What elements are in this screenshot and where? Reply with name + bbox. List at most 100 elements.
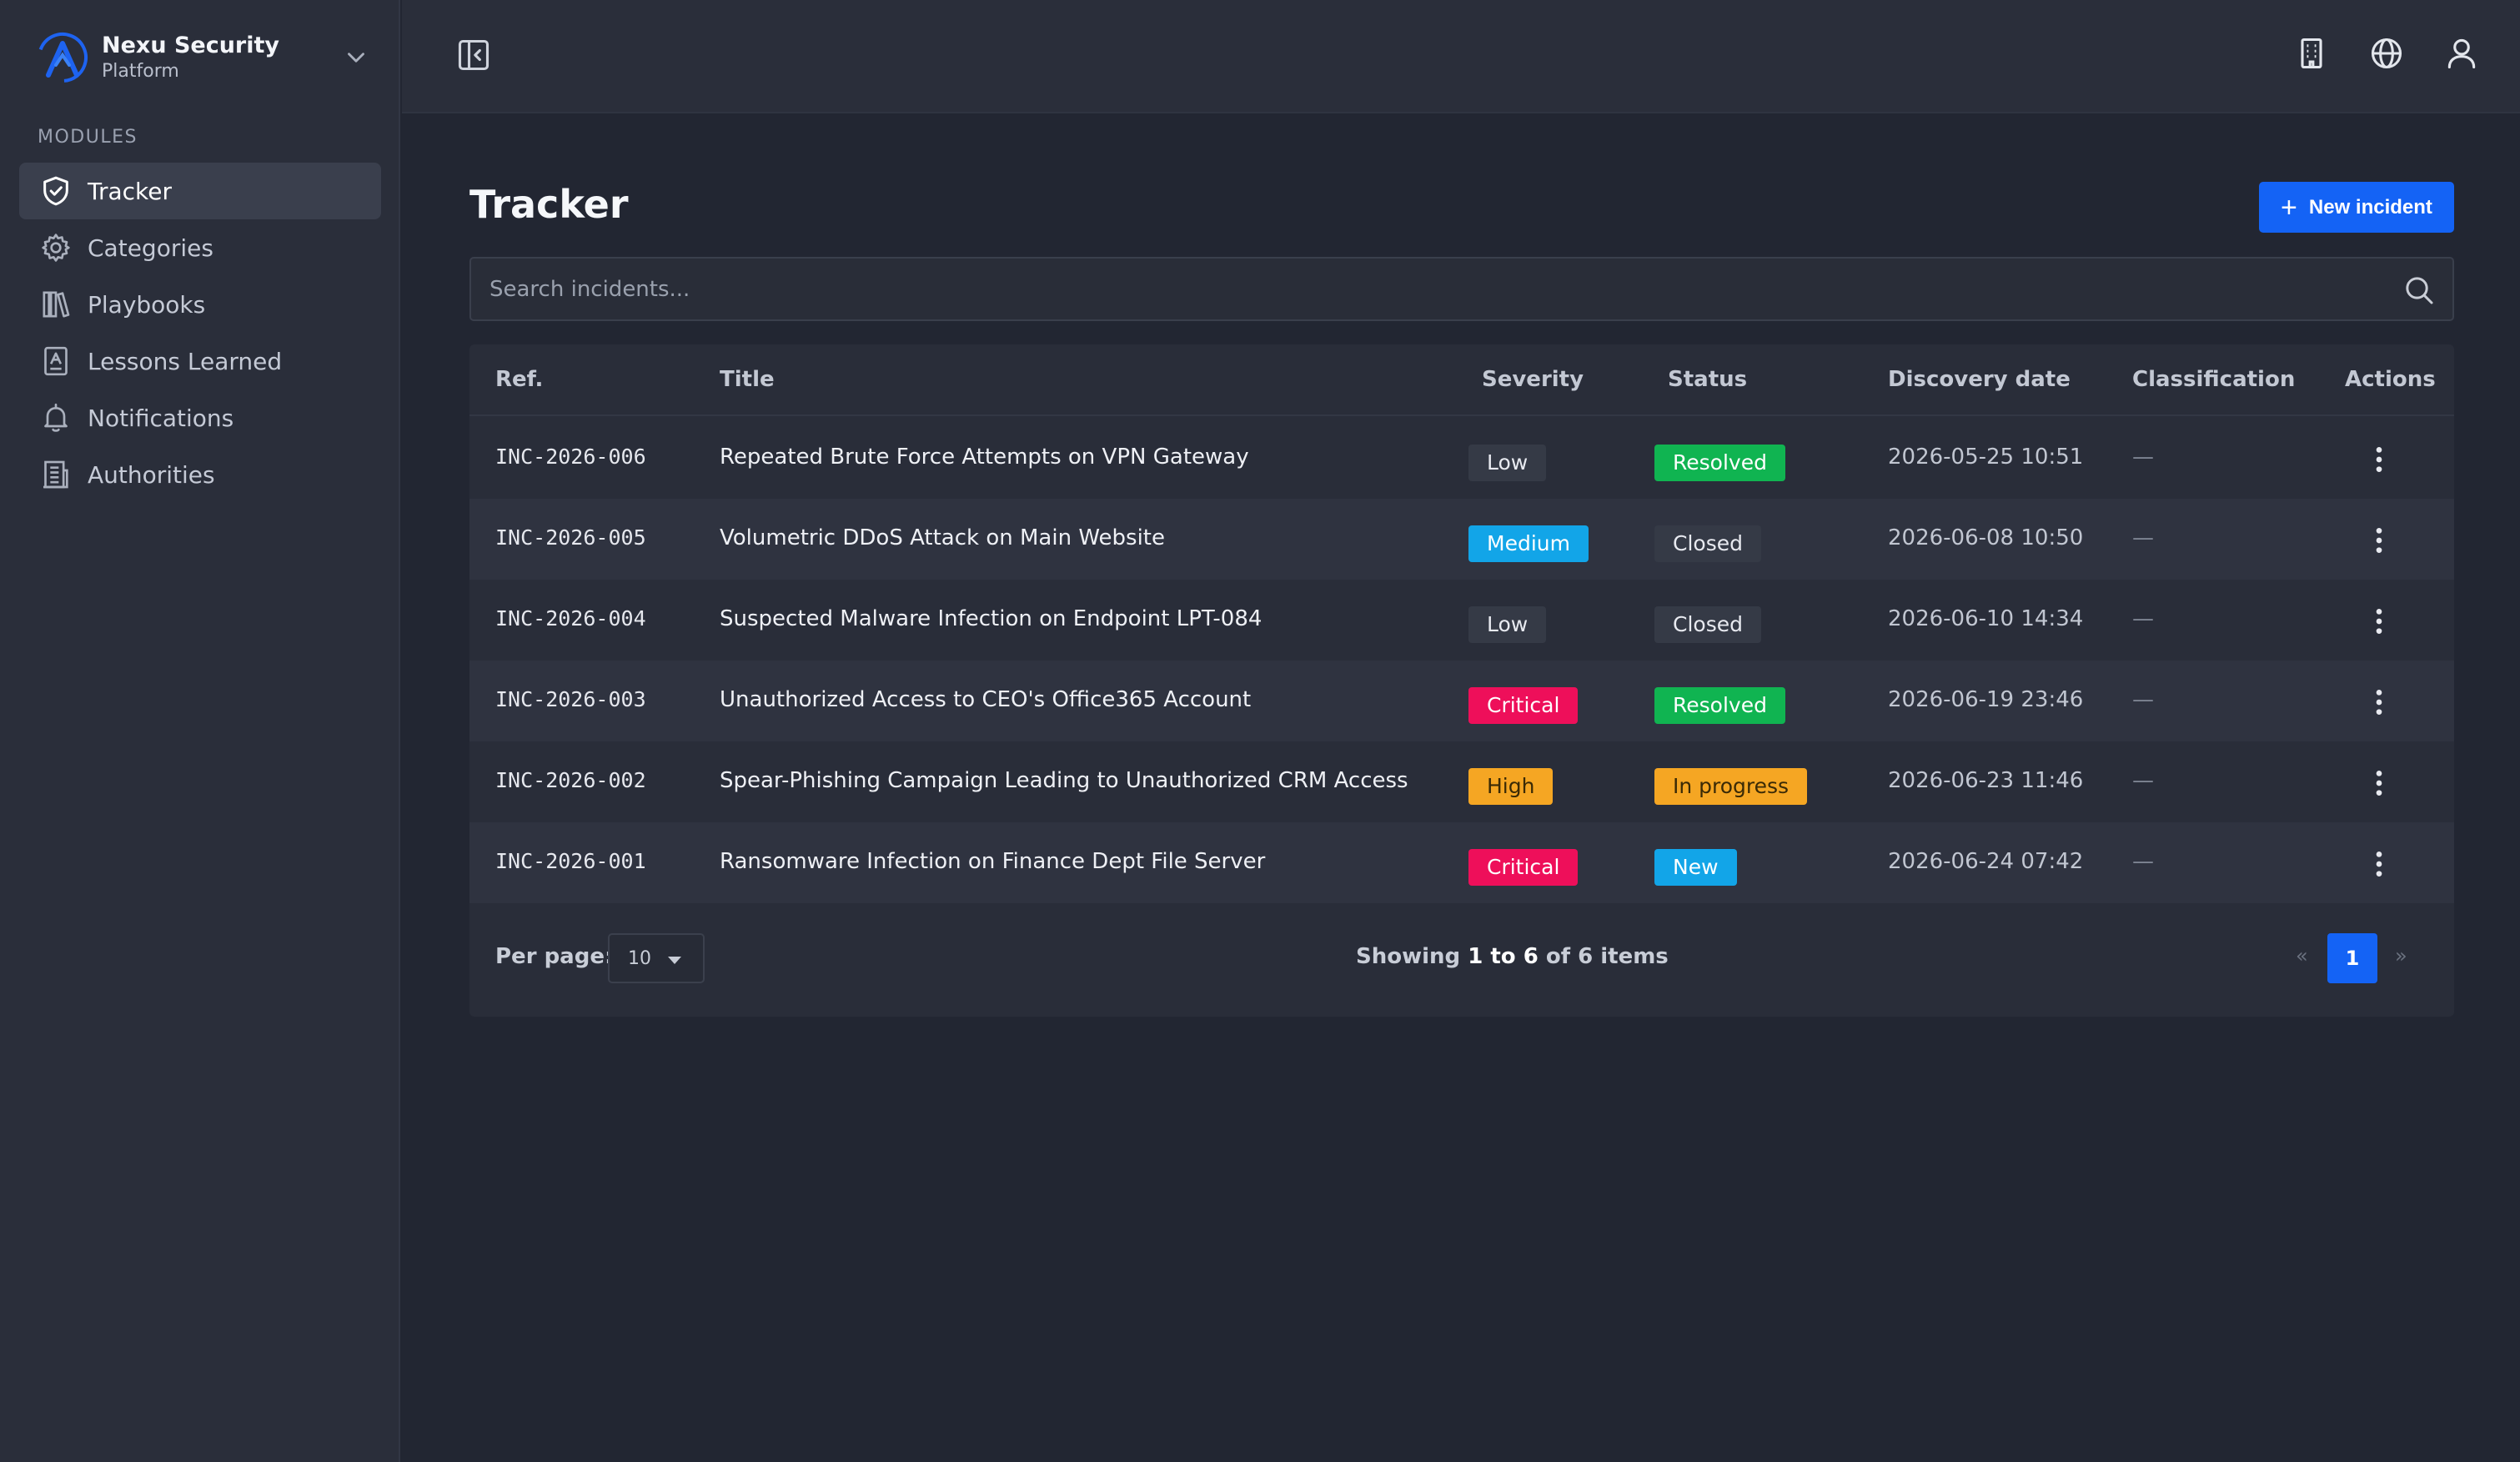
severity-badge: High bbox=[1468, 768, 1554, 805]
column-header-classification[interactable]: Classification bbox=[2132, 367, 2296, 392]
more-vertical-icon[interactable] bbox=[2362, 605, 2396, 638]
pagination-prev[interactable]: « bbox=[2296, 944, 2308, 967]
search-icon[interactable] bbox=[2402, 274, 2436, 307]
more-vertical-icon[interactable] bbox=[2362, 847, 2396, 881]
new-incident-button[interactable]: + New incident bbox=[2259, 182, 2454, 233]
search-box bbox=[469, 257, 2454, 321]
sidebar: Nexu Security Platform MODULES Tracker C… bbox=[0, 0, 400, 1462]
gear-icon bbox=[42, 234, 70, 262]
sidebar-item-authorities[interactable]: Authorities bbox=[19, 446, 381, 503]
showing-suffix: of 6 items bbox=[1545, 944, 1669, 969]
status-badge: Resolved bbox=[1654, 687, 1785, 724]
new-incident-label: New incident bbox=[2308, 195, 2432, 219]
pagination-next[interactable]: » bbox=[2395, 944, 2407, 967]
classification-value: — bbox=[2132, 768, 2154, 793]
bell-icon bbox=[44, 403, 68, 432]
sidebar-item-label: Playbooks bbox=[88, 290, 206, 319]
pagination-page-1[interactable]: 1 bbox=[2327, 933, 2377, 983]
incident-title[interactable]: Ransomware Infection on Finance Dept Fil… bbox=[720, 849, 1266, 874]
table-row[interactable]: INC-2026-003 Unauthorized Access to CEO's… bbox=[469, 661, 2454, 741]
incident-ref[interactable]: INC-2026-004 bbox=[495, 606, 646, 631]
nexu-logo-icon bbox=[38, 33, 88, 83]
severity-badge: Critical bbox=[1468, 849, 1579, 886]
discovery-date: 2026-06-24 07:42 bbox=[1888, 849, 2084, 874]
column-header-title[interactable]: Title bbox=[720, 367, 775, 392]
column-header-severity[interactable]: Severity bbox=[1482, 367, 1584, 392]
pagination-summary: Showing 1 to 6 of 6 items bbox=[1356, 944, 1669, 969]
discovery-date: 2026-06-23 11:46 bbox=[1888, 768, 2084, 793]
books-icon bbox=[43, 291, 70, 318]
discovery-date: 2026-06-19 23:46 bbox=[1888, 687, 2084, 712]
severity-badge: Medium bbox=[1468, 525, 1589, 562]
incidents-table: Ref. Title Severity Status Discovery dat… bbox=[469, 344, 2454, 1017]
column-header-actions: Actions bbox=[2345, 367, 2436, 392]
column-header-discovery-date[interactable]: Discovery date bbox=[1888, 367, 2071, 392]
table-row[interactable]: INC-2026-006 Repeated Brute Force Attempt… bbox=[469, 418, 2454, 499]
brand-switcher[interactable]: Nexu Security Platform bbox=[37, 28, 370, 87]
building-icon bbox=[2301, 38, 2322, 69]
classification-value: — bbox=[2132, 445, 2154, 470]
topbar bbox=[402, 0, 2520, 113]
incident-ref[interactable]: INC-2026-005 bbox=[495, 525, 646, 550]
classification-value: — bbox=[2132, 687, 2154, 712]
incident-title[interactable]: Spear-Phishing Campaign Leading to Unaut… bbox=[720, 768, 1408, 793]
per-page-value: 10 bbox=[628, 947, 651, 969]
incident-ref[interactable]: INC-2026-006 bbox=[495, 445, 646, 469]
organization-button[interactable] bbox=[2293, 35, 2330, 72]
brand-subtitle: Platform bbox=[102, 61, 179, 82]
classification-value: — bbox=[2132, 606, 2154, 631]
incident-title[interactable]: Repeated Brute Force Attempts on VPN Gat… bbox=[720, 445, 1249, 470]
incident-title[interactable]: Suspected Malware Infection on Endpoint … bbox=[720, 606, 1263, 631]
incident-ref[interactable]: INC-2026-002 bbox=[495, 768, 646, 792]
incident-title[interactable]: Volumetric DDoS Attack on Main Website bbox=[720, 525, 1165, 550]
sidebar-item-notifications[interactable]: Notifications bbox=[19, 389, 381, 446]
search-input[interactable] bbox=[471, 259, 2452, 319]
showing-prefix: Showing bbox=[1356, 944, 1461, 969]
severity-badge: Low bbox=[1468, 606, 1547, 643]
topbar-actions bbox=[2293, 35, 2480, 72]
table-header: Ref. Title Severity Status Discovery dat… bbox=[469, 344, 2454, 416]
more-vertical-icon[interactable] bbox=[2362, 443, 2396, 476]
status-badge: Closed bbox=[1654, 525, 1761, 562]
more-vertical-icon[interactable] bbox=[2362, 686, 2396, 719]
collapse-sidebar-icon[interactable] bbox=[455, 37, 492, 73]
discovery-date: 2026-05-25 10:51 bbox=[1888, 445, 2084, 470]
incident-ref[interactable]: INC-2026-003 bbox=[495, 687, 646, 711]
sidebar-item-lessons-learned[interactable]: Lessons Learned bbox=[19, 333, 381, 389]
table-row[interactable]: INC-2026-004 Suspected Malware Infection … bbox=[469, 580, 2454, 661]
user-menu-button[interactable] bbox=[2443, 35, 2480, 72]
more-vertical-icon[interactable] bbox=[2362, 524, 2396, 557]
notebook-icon bbox=[44, 346, 68, 376]
sidebar-item-tracker[interactable]: Tracker bbox=[19, 163, 381, 219]
user-icon bbox=[2447, 38, 2476, 69]
modules-section-label: MODULES bbox=[38, 127, 138, 148]
more-vertical-icon[interactable] bbox=[2362, 766, 2396, 800]
incident-ref[interactable]: INC-2026-001 bbox=[495, 849, 646, 873]
language-button[interactable] bbox=[2368, 35, 2405, 72]
table-row[interactable]: INC-2026-002 Spear-Phishing Campaign Lead… bbox=[469, 741, 2454, 822]
sidebar-item-label: Categories bbox=[88, 234, 213, 262]
classification-value: — bbox=[2132, 525, 2154, 550]
severity-badge: Critical bbox=[1468, 687, 1579, 724]
column-header-status[interactable]: Status bbox=[1668, 367, 1748, 392]
column-header-ref[interactable]: Ref. bbox=[495, 367, 544, 392]
sidebar-item-categories[interactable]: Categories bbox=[19, 219, 381, 276]
shield-check-icon bbox=[43, 176, 68, 206]
caret-down-icon bbox=[668, 957, 681, 964]
classification-value: — bbox=[2132, 849, 2154, 874]
table-row[interactable]: INC-2026-005 Volumetric DDoS Attack on Ma… bbox=[469, 499, 2454, 580]
page-title: Tracker bbox=[469, 182, 629, 227]
plus-icon: + bbox=[2281, 191, 2297, 224]
status-badge: Closed bbox=[1654, 606, 1761, 643]
table-row[interactable]: INC-2026-001 Ransomware Infection on Fina… bbox=[469, 822, 2454, 903]
sidebar-item-label: Lessons Learned bbox=[88, 347, 283, 375]
chevron-down-icon[interactable] bbox=[342, 43, 370, 72]
globe-icon bbox=[2371, 38, 2402, 69]
status-badge: New bbox=[1654, 849, 1737, 886]
per-page-select[interactable]: 10 bbox=[608, 933, 705, 983]
sidebar-item-label: Authorities bbox=[88, 460, 215, 489]
incident-title[interactable]: Unauthorized Access to CEO's Office365 A… bbox=[720, 687, 1252, 712]
sidebar-item-playbooks[interactable]: Playbooks bbox=[19, 276, 381, 333]
showing-range: 1 to 6 bbox=[1468, 944, 1539, 969]
brand-name: Nexu Security bbox=[102, 32, 280, 58]
